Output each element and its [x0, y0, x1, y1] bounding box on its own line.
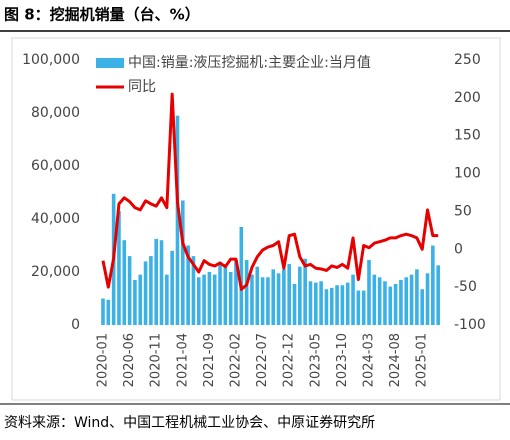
- bar: [250, 274, 254, 325]
- bar: [181, 200, 185, 325]
- bar: [393, 283, 398, 325]
- bar: [420, 289, 424, 325]
- bar: [372, 274, 377, 325]
- line: [101, 92, 439, 291]
- bar: [218, 264, 222, 325]
- bar: [314, 282, 318, 325]
- bar: [271, 269, 276, 325]
- bar: [106, 299, 111, 325]
- bar: [138, 274, 143, 325]
- x-tick-label: 2022-12: [282, 333, 297, 387]
- y-tick-label: 100,000: [22, 52, 80, 68]
- bar: [431, 245, 435, 325]
- bar: [292, 283, 297, 325]
- x-tick-label: 2022-07: [255, 333, 270, 387]
- bar: [266, 277, 270, 325]
- bar: [186, 245, 190, 325]
- bar: [260, 277, 265, 325]
- bar: [340, 285, 345, 325]
- bar: [436, 265, 440, 325]
- bar: [165, 274, 169, 325]
- bar: [228, 272, 233, 325]
- y-tick-label: 40,000: [31, 211, 80, 227]
- bar: [367, 260, 371, 325]
- y2-tick-label: 150: [454, 128, 481, 144]
- legend-swatch: [96, 58, 124, 68]
- chart-title: 图 8：挖掘机销量（台、%）: [4, 6, 200, 24]
- y2-tick-label: 250: [454, 52, 481, 68]
- bar: [191, 256, 196, 325]
- x-tick-label: 2022-02: [229, 333, 244, 387]
- bar: [255, 266, 260, 325]
- bar: [207, 272, 212, 325]
- bar: [133, 279, 137, 325]
- x-tick-label: 2021-04: [175, 333, 190, 387]
- bar: [345, 282, 350, 325]
- bar: [122, 240, 127, 325]
- bar: [154, 238, 158, 325]
- bar: [244, 260, 249, 325]
- y2-tick-label: 50: [454, 203, 472, 219]
- bar: [175, 115, 180, 326]
- bar: [303, 258, 307, 325]
- x-tick-label: 2024-03: [362, 333, 377, 387]
- legend-label: 同比: [128, 79, 156, 95]
- bar: [356, 290, 361, 325]
- y2-tick-label: 200: [454, 90, 481, 106]
- bar: [127, 256, 132, 325]
- bar: [234, 260, 238, 325]
- bar: [202, 274, 206, 325]
- y2-tick-label: -50: [454, 279, 477, 295]
- bar: [287, 264, 291, 325]
- x-tick-label: 2024-08: [388, 333, 403, 387]
- bar: [143, 261, 148, 325]
- bar: [377, 277, 382, 325]
- y-tick-label: 80,000: [31, 105, 80, 121]
- x-tick-label: 2020-06: [122, 333, 137, 387]
- bar: [351, 274, 355, 325]
- bar: [425, 273, 430, 325]
- y2-tick-label: 0: [454, 241, 463, 257]
- x-tick-label: 2020-11: [149, 333, 164, 387]
- chart-frame: [11, 37, 501, 401]
- bar: [404, 277, 409, 325]
- bar: [335, 285, 339, 325]
- bar: [196, 277, 201, 325]
- x-tick-label: 2021-09: [202, 333, 217, 387]
- bar: [388, 286, 393, 325]
- y-tick-label: 20,000: [31, 264, 80, 280]
- bar: [239, 226, 244, 325]
- x-tick-label: 2020-01: [96, 333, 111, 387]
- x-tick-label: 2025-01: [415, 333, 430, 387]
- bar: [308, 281, 313, 325]
- y-tick-label: 60,000: [31, 158, 80, 174]
- bar: [415, 269, 419, 325]
- bar: [361, 290, 366, 325]
- bar: [383, 281, 387, 325]
- bar: [399, 279, 403, 325]
- bar: [212, 274, 217, 325]
- bar: [276, 273, 281, 325]
- bar: [282, 269, 286, 325]
- y2-tick-label: -100: [454, 317, 486, 333]
- bar: [298, 266, 302, 325]
- y2-tick-label: 100: [454, 166, 481, 182]
- bar: [117, 211, 121, 325]
- bar: [101, 298, 105, 325]
- bar: [319, 281, 323, 325]
- bar: [149, 256, 153, 325]
- bar: [170, 250, 174, 325]
- bar: [329, 287, 334, 325]
- x-tick-label: 2023-05: [308, 333, 323, 387]
- bar: [159, 240, 164, 325]
- bar: [223, 264, 228, 325]
- y-tick-label: 0: [71, 317, 80, 333]
- legend-label: 中国:销量:液压挖掘机:主要企业:当月值: [128, 54, 371, 71]
- bar: [324, 289, 329, 325]
- bar: [409, 274, 414, 325]
- x-tick-label: 2023-10: [335, 333, 350, 387]
- source: 资料来源：Wind、中国工程机械工业协会、中原证券研究所: [4, 415, 375, 431]
